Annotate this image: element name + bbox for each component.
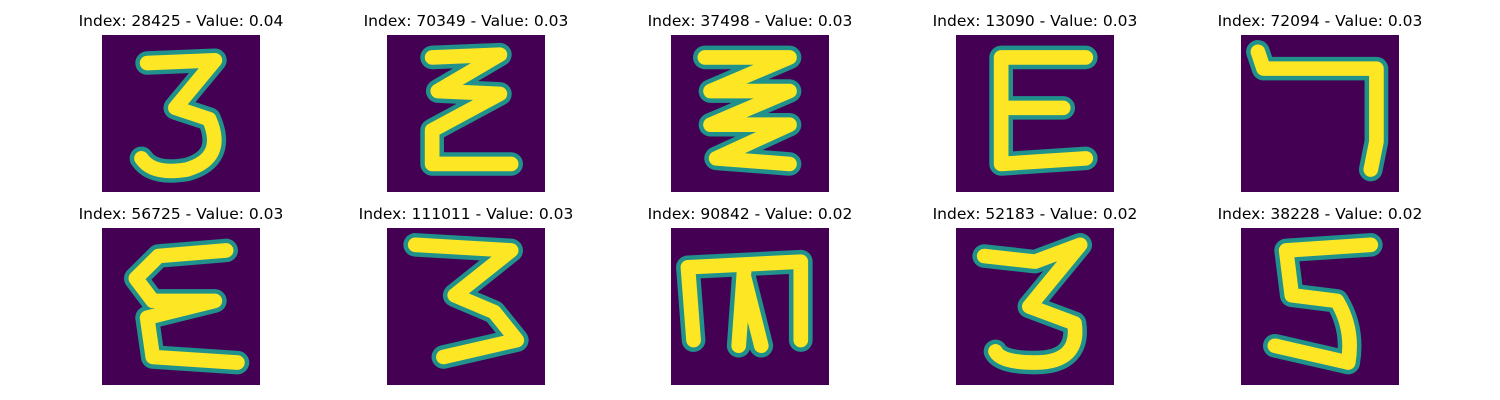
image-title: Index: 52183 - Value: 0.02 [932, 205, 1138, 223]
digit-image [1241, 228, 1399, 385]
image-title: Index: 111011 - Value: 0.03 [358, 205, 574, 223]
digit-5-icon [1263, 233, 1383, 375]
digit-image [671, 228, 829, 385]
image-title: Index: 37498 - Value: 0.03 [647, 12, 853, 30]
digit-3-icon [129, 48, 227, 183]
image-title: Index: 13090 - Value: 0.03 [932, 12, 1138, 30]
zigzag-epsilon-icon [693, 45, 802, 176]
image-title: Index: 72094 - Value: 0.03 [1217, 12, 1423, 30]
digit-image [1241, 35, 1399, 192]
epsilon-icon [124, 238, 250, 375]
letter-e-icon [989, 45, 1098, 176]
image-title: Index: 38228 - Value: 0.02 [1217, 205, 1423, 223]
digit-7-icon [1246, 40, 1389, 182]
image-title: Index: 28425 - Value: 0.04 [78, 12, 284, 30]
image-title: Index: 56725 - Value: 0.03 [78, 205, 284, 223]
image-title: Index: 70349 - Value: 0.03 [363, 12, 569, 30]
epsilon-icon [420, 42, 523, 176]
digit-image [102, 35, 260, 192]
digit-image [387, 228, 545, 385]
digit-image [956, 35, 1114, 192]
digit-image [671, 35, 829, 192]
image-title: Index: 90842 - Value: 0.02 [647, 205, 853, 223]
letter-m-icon [676, 249, 813, 358]
digit-image [102, 228, 260, 385]
digit-image [956, 228, 1114, 385]
digit-3-icon [403, 233, 529, 369]
digit-3-icon [972, 233, 1092, 375]
digit-image [387, 35, 545, 192]
